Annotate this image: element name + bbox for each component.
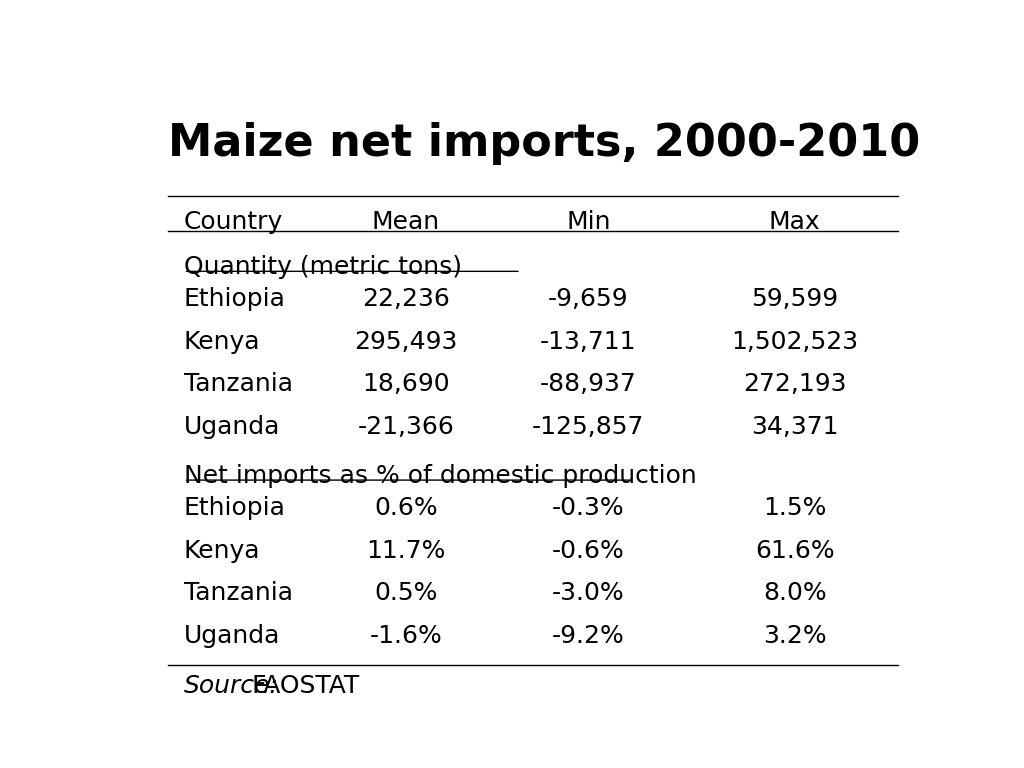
- Text: Net imports as % of domestic production: Net imports as % of domestic production: [183, 464, 696, 488]
- Text: Kenya: Kenya: [183, 330, 260, 354]
- Text: Tanzania: Tanzania: [183, 372, 293, 396]
- Text: -3.0%: -3.0%: [552, 581, 625, 605]
- Text: Ethiopia: Ethiopia: [183, 496, 286, 520]
- Text: 18,690: 18,690: [361, 372, 450, 396]
- Text: FAOSTAT: FAOSTAT: [251, 674, 359, 698]
- Text: 61.6%: 61.6%: [755, 538, 835, 563]
- Text: Min: Min: [566, 210, 610, 234]
- Text: 0.6%: 0.6%: [374, 496, 437, 520]
- Text: 22,236: 22,236: [361, 287, 450, 311]
- Text: 34,371: 34,371: [751, 415, 839, 439]
- Text: -9,659: -9,659: [548, 287, 629, 311]
- Text: 0.5%: 0.5%: [374, 581, 437, 605]
- Text: -1.6%: -1.6%: [370, 624, 442, 647]
- Text: Uganda: Uganda: [183, 624, 280, 647]
- Text: Max: Max: [769, 210, 820, 234]
- Text: 1,502,523: 1,502,523: [731, 330, 858, 354]
- Text: Kenya: Kenya: [183, 538, 260, 563]
- Text: -125,857: -125,857: [532, 415, 644, 439]
- Text: 1.5%: 1.5%: [763, 496, 826, 520]
- Text: Tanzania: Tanzania: [183, 581, 293, 605]
- Text: -21,366: -21,366: [357, 415, 455, 439]
- Text: Maize net imports, 2000-2010: Maize net imports, 2000-2010: [168, 121, 920, 164]
- Text: 272,193: 272,193: [742, 372, 847, 396]
- Text: Ethiopia: Ethiopia: [183, 287, 286, 311]
- Text: -88,937: -88,937: [540, 372, 637, 396]
- Text: Quantity (metric tons): Quantity (metric tons): [183, 255, 462, 279]
- Text: 3.2%: 3.2%: [763, 624, 826, 647]
- Text: -13,711: -13,711: [540, 330, 637, 354]
- Text: Uganda: Uganda: [183, 415, 280, 439]
- Text: 59,599: 59,599: [751, 287, 839, 311]
- Text: Mean: Mean: [372, 210, 440, 234]
- Text: 11.7%: 11.7%: [366, 538, 445, 563]
- Text: 295,493: 295,493: [354, 330, 458, 354]
- Text: 8.0%: 8.0%: [763, 581, 826, 605]
- Text: -0.3%: -0.3%: [552, 496, 625, 520]
- Text: -0.6%: -0.6%: [552, 538, 625, 563]
- Text: -9.2%: -9.2%: [552, 624, 625, 647]
- Text: Source:: Source:: [183, 674, 279, 698]
- Text: Country: Country: [183, 210, 283, 234]
